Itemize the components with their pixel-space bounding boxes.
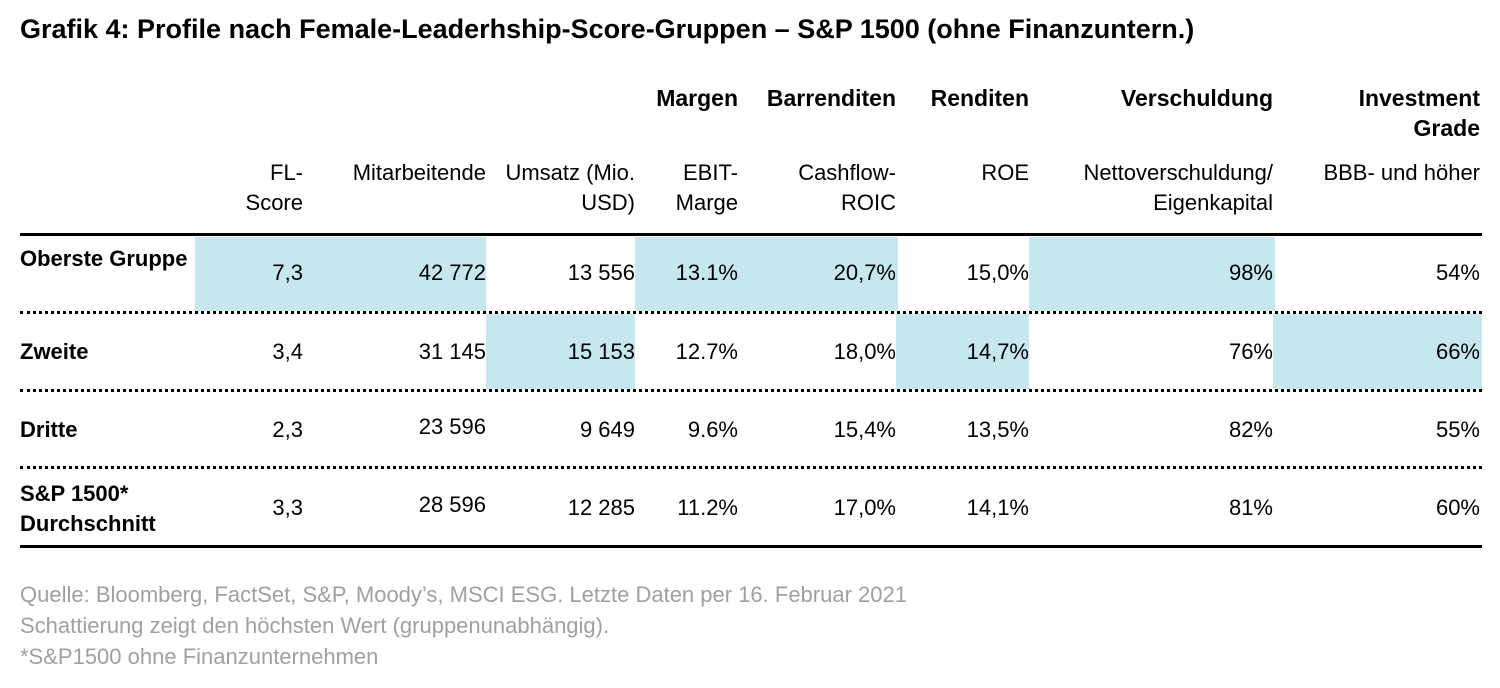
- table-cell: 12 285: [567, 494, 635, 520]
- footnote: *S&P1500 ohne Finanzunternehmen: [20, 644, 379, 669]
- group-header-barrenditen: Barrenditen: [766, 85, 896, 111]
- table-cell: 17,0%: [833, 494, 896, 520]
- table-cell: 15,4%: [833, 417, 896, 442]
- row-label: Dritte: [20, 417, 78, 442]
- footnote: Quelle: Bloomberg, FactSet, S&P, Moody’s…: [20, 582, 907, 607]
- table-cell: 76%: [1228, 338, 1273, 364]
- group-header-margen: Margen: [656, 85, 738, 111]
- table-cell: 14,7%: [966, 338, 1029, 364]
- table-cell: 14,1%: [966, 494, 1029, 520]
- table-cell: 18,0%: [833, 338, 896, 364]
- column-header-roe: ROE: [981, 160, 1029, 185]
- table-cell: 55%: [1435, 417, 1480, 442]
- highlight-cell: [896, 314, 1029, 389]
- highlight-cell: [1273, 314, 1482, 389]
- table-rule-solid: [20, 233, 1482, 236]
- column-header-umsatz-mio-usd: Umsatz (Mio. USD): [505, 160, 635, 215]
- table-rule-dotted: [20, 311, 1482, 314]
- table-cell: 13 556: [567, 260, 635, 285]
- table-cell: 12.7%: [675, 338, 738, 364]
- row-label: Zweite: [20, 338, 89, 364]
- table-cell: 15,0%: [966, 260, 1029, 285]
- table-cell: 81%: [1228, 494, 1273, 520]
- row-label: S&P 1500* Durchschnitt: [20, 480, 156, 536]
- highlight-cell: [1029, 237, 1275, 311]
- column-header-nettoverschuldung-eigenkapital: Nettoverschuldung/ Eigenkapital: [1083, 160, 1273, 215]
- highlight-cell: [303, 237, 486, 311]
- table-cell: 13,5%: [966, 417, 1029, 442]
- highlight-cell: [195, 237, 303, 311]
- table-cell: 9 649: [579, 417, 635, 442]
- page-title: Grafik 4: Profile nach Female-Leaderhshi…: [20, 14, 1195, 44]
- row-label: Oberste Gruppe: [20, 246, 188, 271]
- table-rule-dotted: [20, 389, 1482, 392]
- table-cell: 2,3: [272, 417, 303, 442]
- column-header-cashflow-roic: Cashflow-ROIC: [798, 160, 896, 215]
- column-header-fl-score: FL-Score: [245, 160, 303, 215]
- highlight-cell: [635, 237, 738, 311]
- table-rule-solid: [20, 545, 1482, 548]
- group-header-renditen: Renditen: [930, 85, 1029, 111]
- table-cell: 11.2%: [677, 494, 738, 520]
- table-cell: 42 772: [418, 260, 486, 285]
- table-cell: 60%: [1435, 494, 1480, 520]
- column-header-ebit-marge: EBIT-Marge: [675, 160, 738, 215]
- table-cell: 3,3: [272, 494, 303, 520]
- footnote: Schattierung zeigt den höchsten Wert (gr…: [20, 613, 610, 638]
- table-cell: 15 153: [567, 338, 635, 364]
- table-cell: 28 596: [418, 491, 486, 517]
- column-header-mitarbeitende: Mitarbeitende: [352, 160, 486, 185]
- table-cell: 31 145: [418, 338, 486, 364]
- table-cell: 82%: [1228, 417, 1273, 442]
- table-cell: 23 596: [418, 414, 486, 439]
- table-cell: 98%: [1228, 260, 1273, 285]
- table-cell: 66%: [1435, 338, 1480, 364]
- table-cell: 9.6%: [687, 417, 738, 442]
- table-cell: 13.1%: [675, 260, 738, 285]
- highlight-cell: [738, 237, 898, 311]
- group-header-verschuldung: Verschuldung: [1120, 85, 1273, 111]
- table-cell: 54%: [1435, 260, 1480, 285]
- table-cell: 7,3: [272, 260, 303, 285]
- column-header-bbb-und-h-her: BBB- und höher: [1323, 160, 1480, 185]
- highlight-cell: [486, 314, 635, 389]
- table-cell: 3,4: [272, 338, 303, 364]
- table-cell: 20,7%: [833, 260, 896, 285]
- table-rule-dotted: [20, 466, 1482, 469]
- group-header-investment-grade: Investment Grade: [1358, 85, 1480, 141]
